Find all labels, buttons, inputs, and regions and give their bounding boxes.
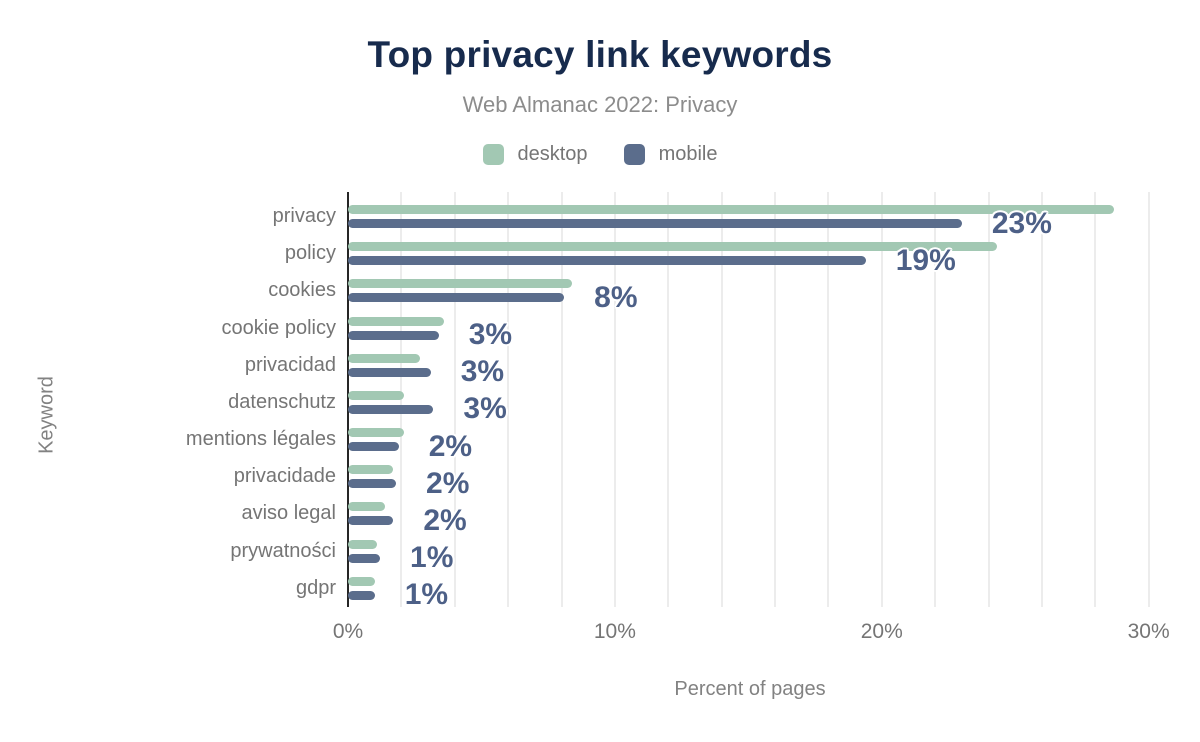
- chart-row: 3%: [348, 347, 1170, 388]
- value-label: 8%: [594, 280, 638, 314]
- mobile-swatch-icon: [623, 144, 645, 165]
- gridline: [880, 192, 883, 607]
- category-label: privacidad: [244, 353, 336, 376]
- desktop-bar: [348, 576, 375, 586]
- value-label: 3%: [468, 318, 513, 352]
- x-tick-label: 20%: [860, 620, 903, 643]
- value-label: 19%: [895, 243, 956, 277]
- category-label: cookie policy: [221, 316, 336, 339]
- legend-label: mobile: [658, 143, 718, 165]
- gridline: [720, 192, 723, 607]
- category-label: privacidade: [233, 465, 336, 488]
- mobile-bar: [348, 367, 431, 377]
- mobile-bar: [348, 516, 394, 526]
- value-label: 2%: [423, 503, 467, 537]
- gridline: [1094, 192, 1097, 607]
- category-label: cookies: [268, 279, 336, 302]
- category-label: aviso legal: [241, 502, 336, 525]
- value-label: 3%: [460, 355, 505, 389]
- mobile-bar: [348, 256, 866, 266]
- gridline: [934, 192, 937, 607]
- chart-row: 2%: [348, 421, 1170, 463]
- chart-subtitle: Web Almanac 2022: Privacy: [462, 92, 738, 117]
- mobile-bar: [348, 590, 375, 600]
- desktop-bar: [348, 390, 405, 400]
- mobile-bar: [348, 330, 439, 340]
- mobile-bar: [348, 553, 381, 563]
- category-label: policy: [284, 242, 336, 265]
- desktop-bar: [348, 279, 573, 289]
- chart-row: 19%: [348, 235, 1170, 277]
- mobile-bar: [348, 293, 565, 303]
- legend-label: desktop: [517, 143, 588, 165]
- legend: desktop mobile: [0, 143, 1200, 166]
- mobile-bar: [348, 479, 397, 489]
- value-label: 2%: [428, 429, 473, 463]
- desktop-bar: [348, 353, 421, 363]
- chart-row: 3%: [348, 310, 1170, 351]
- value-label: 1%: [410, 541, 454, 575]
- chart-row: 8%: [348, 272, 1170, 314]
- gridline: [507, 192, 510, 607]
- plot-area: 23% 19% 8% 3% 3% 3% 2% 2% 2% 1% 1%: [346, 192, 1170, 611]
- category-label: mentions légales: [185, 428, 336, 451]
- x-axis-title: Percent of pages: [674, 678, 826, 700]
- value-label: 23%: [991, 206, 1052, 240]
- gridline: [987, 192, 990, 607]
- x-tick-label: 30%: [1127, 620, 1170, 643]
- mobile-bar: [348, 442, 399, 452]
- chart-row: 23%: [348, 198, 1170, 240]
- mobile-bar: [348, 404, 434, 414]
- gridline: [827, 192, 830, 607]
- gridline: [1147, 192, 1150, 607]
- y-axis-line: [346, 192, 349, 607]
- gridline: [667, 192, 670, 607]
- x-tick-label: 10%: [593, 620, 636, 643]
- bar-rows: 23% 19% 8% 3% 3% 3% 2% 2% 2% 1% 1%: [348, 198, 1170, 611]
- gridline: [774, 192, 776, 607]
- desktop-bar: [348, 316, 445, 326]
- desktop-bar: [348, 428, 405, 438]
- value-label: 3%: [463, 392, 507, 426]
- gridline: [560, 192, 563, 607]
- chart-row: 3%: [348, 384, 1170, 425]
- category-axis: privacy policy cookies cookie policy privaci…: [0, 198, 336, 607]
- chart-title: Top privacy link keywords: [367, 34, 833, 75]
- chart-row: 1%: [348, 533, 1170, 574]
- category-label: prywatności: [230, 539, 336, 562]
- chart-row: 1%: [348, 570, 1170, 611]
- desktop-bar: [348, 242, 997, 252]
- chart-row: 2%: [348, 495, 1170, 537]
- gridline: [453, 192, 456, 607]
- value-label: 2%: [426, 466, 470, 500]
- value-label: 1%: [404, 578, 449, 612]
- desktop-bar: [348, 539, 378, 549]
- desktop-bar: [348, 502, 386, 512]
- desktop-bar: [348, 205, 1114, 215]
- gridline: [613, 192, 616, 607]
- category-label: privacy: [272, 205, 336, 228]
- x-tick-label: 0%: [332, 620, 364, 643]
- legend-item-mobile: mobile: [623, 143, 718, 166]
- mobile-bar: [348, 219, 962, 229]
- desktop-swatch-icon: [482, 144, 504, 165]
- desktop-bar: [348, 465, 394, 475]
- legend-item-desktop: desktop: [482, 143, 588, 166]
- category-label: gdpr: [295, 576, 336, 599]
- gridline: [1040, 192, 1043, 607]
- chart-row: 2%: [348, 458, 1170, 500]
- category-label: datenschutz: [228, 390, 336, 413]
